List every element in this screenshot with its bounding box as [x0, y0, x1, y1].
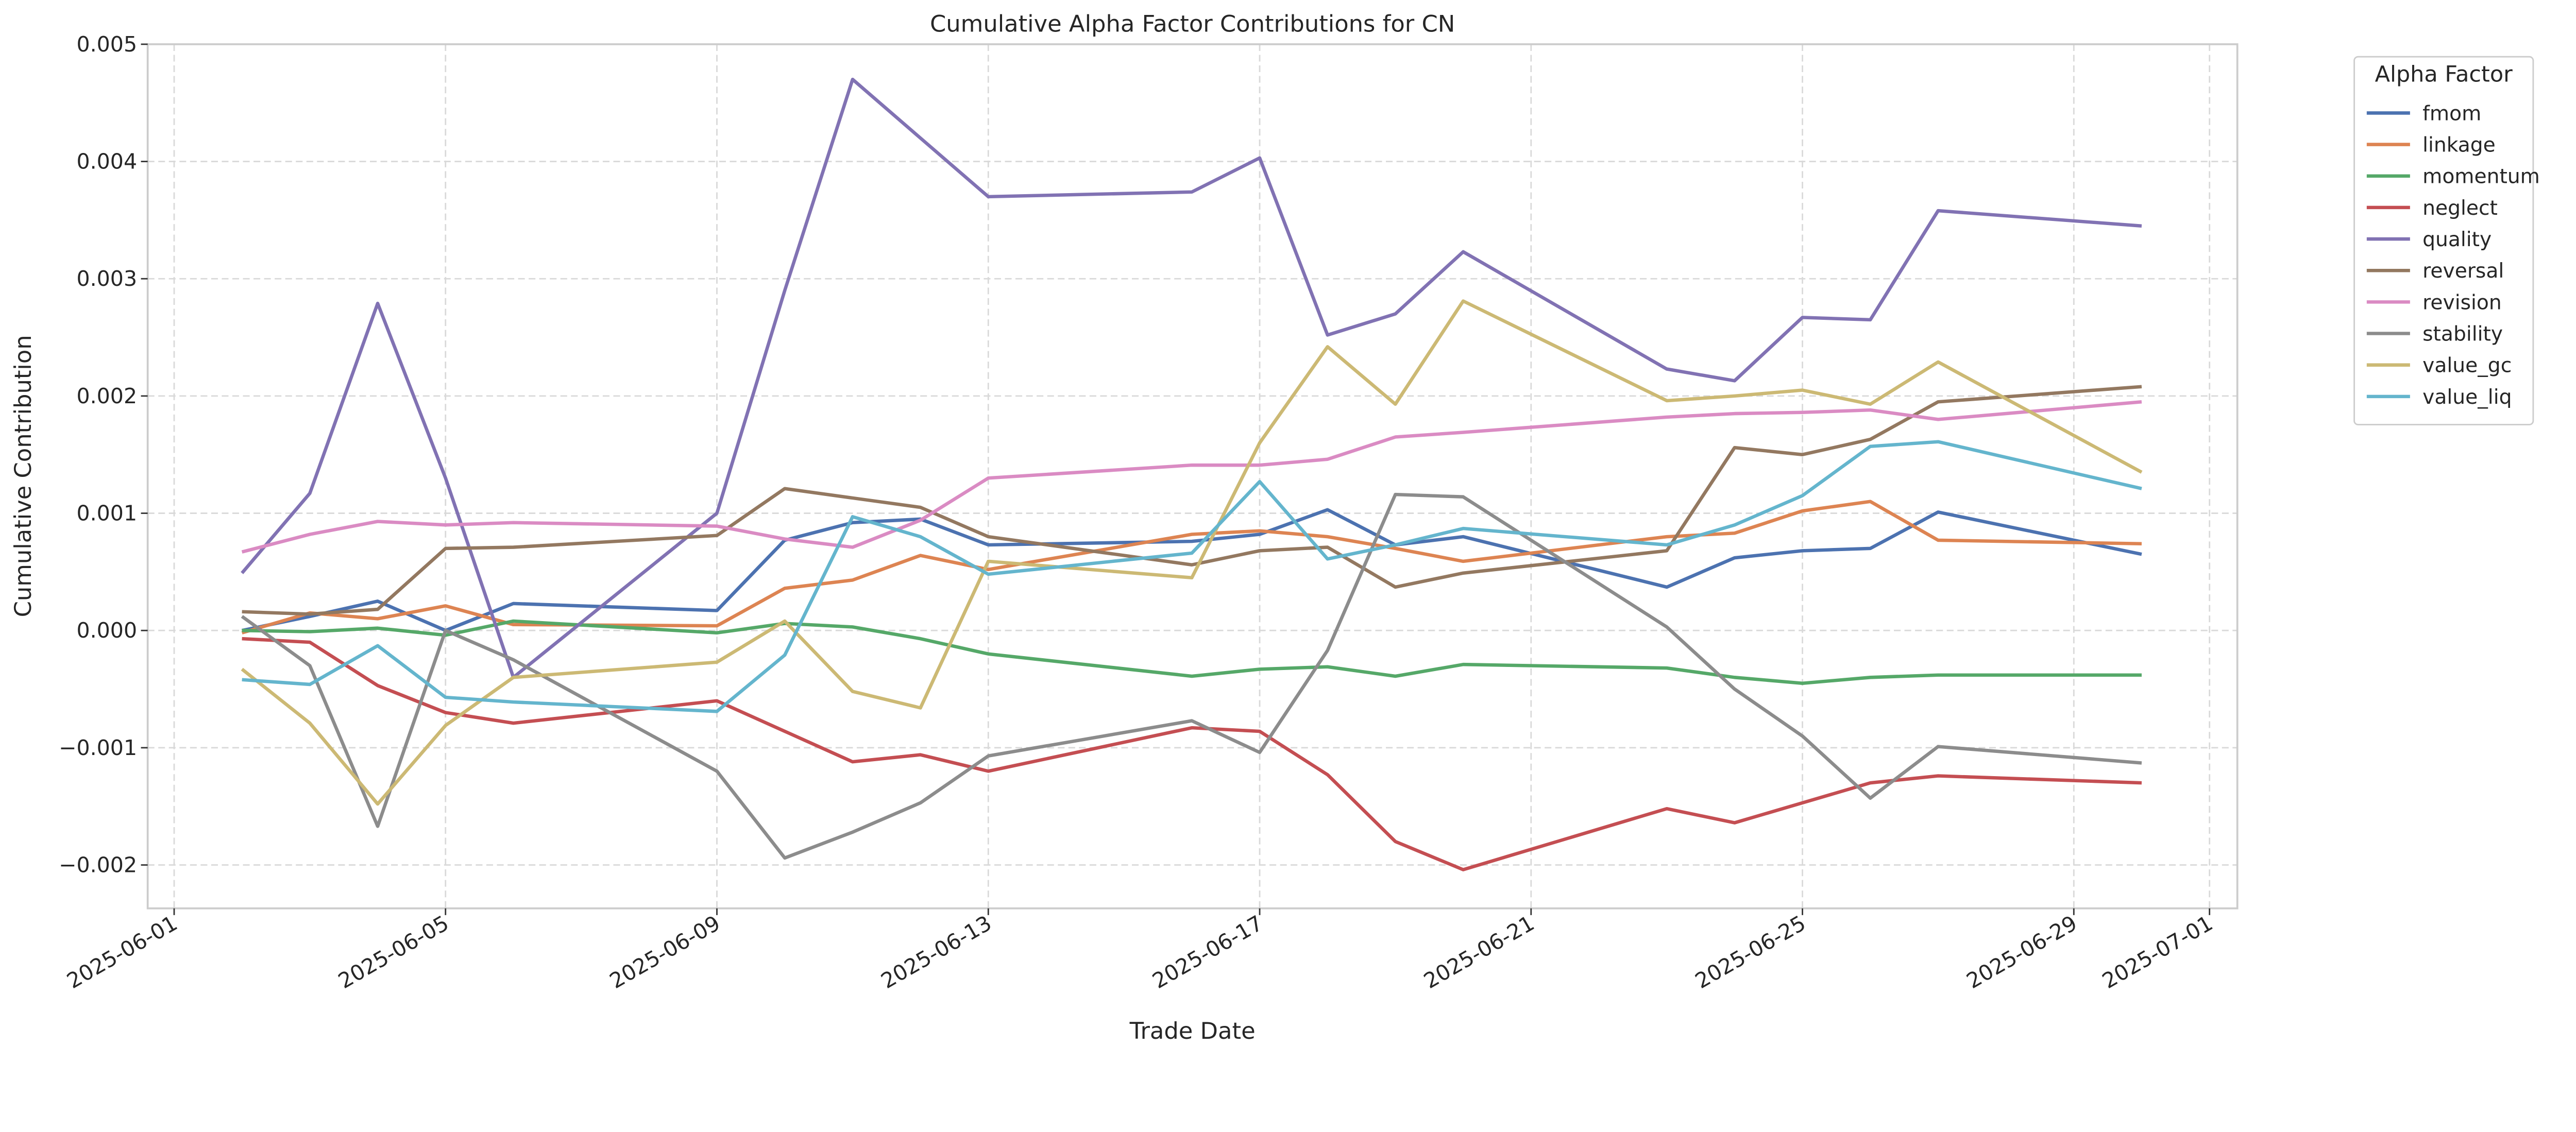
y-tick-label: 0.004 [76, 149, 137, 174]
y-tick-label: 0.001 [76, 501, 137, 526]
legend-title: Alpha Factor [2375, 62, 2513, 88]
legend-label-value_liq: value_liq [2422, 386, 2512, 409]
legend-label-value_gc: value_gc [2422, 354, 2512, 378]
y-axis-label: Cumulative Contribution [9, 335, 37, 617]
y-tick-label: −0.002 [59, 853, 137, 878]
series-line-value_liq [242, 440, 2142, 713]
series-line-fmom [241, 508, 2142, 632]
x-tick-label: 2025-07-01 [2098, 911, 2217, 993]
x-tick-label: 2025-06-25 [1691, 911, 1810, 993]
legend: Alpha Factor fmom linkage momentum neglect q… [2353, 56, 2540, 425]
legend-label-stability: stability [2422, 323, 2503, 346]
x-tick-label: 2025-06-05 [334, 911, 453, 993]
legend-label-revision: revision [2422, 291, 2502, 314]
x-tick-label: 2025-06-17 [1148, 911, 1267, 993]
series-line-quality [241, 77, 2142, 679]
x-axis: 2025-06-01 2025-06-05 2025-06-09 2025-06-13… [63, 908, 2217, 993]
y-tick-label: 0.002 [76, 384, 137, 408]
series-line-neglect [242, 637, 2142, 871]
y-axis: −0.002 −0.001 0.000 0.001 0.002 0.003 0.004 0.0… [59, 32, 148, 878]
legend-label-linkage: linkage [2422, 134, 2496, 157]
series-line-value_gc [241, 299, 2143, 806]
line-chart: Cumulative Alpha Factor Contributions fo… [9, 10, 2540, 1044]
x-tick-label: 2025-06-01 [63, 911, 182, 993]
legend-label-quality: quality [2422, 228, 2492, 251]
series-line-momentum [242, 619, 2142, 685]
y-tick-label: −0.001 [59, 735, 137, 760]
legend-label-reversal: reversal [2422, 260, 2504, 283]
y-tick-label: 0.003 [76, 266, 137, 291]
series-line-revision [241, 400, 2142, 554]
series-line-stability [241, 492, 2142, 860]
series-lines [241, 77, 2143, 871]
x-tick-label: 2025-06-09 [605, 911, 724, 993]
series-line-linkage [241, 500, 2142, 634]
legend-label-neglect: neglect [2422, 197, 2498, 220]
plot-frame [146, 43, 2239, 910]
x-tick-label: 2025-06-21 [1419, 911, 1538, 993]
legend-label-fmom: fmom [2422, 102, 2481, 125]
x-tick-label: 2025-06-29 [1962, 911, 2081, 993]
series-line-reversal [242, 385, 2142, 616]
x-axis-label: Trade Date [1129, 1017, 1256, 1044]
chart-title: Cumulative Alpha Factor Contributions fo… [930, 10, 1455, 38]
y-tick-label: 0.000 [76, 618, 137, 643]
y-tick-label: 0.005 [76, 32, 137, 57]
x-tick-label: 2025-06-13 [877, 911, 996, 993]
legend-label-momentum: momentum [2422, 165, 2540, 188]
